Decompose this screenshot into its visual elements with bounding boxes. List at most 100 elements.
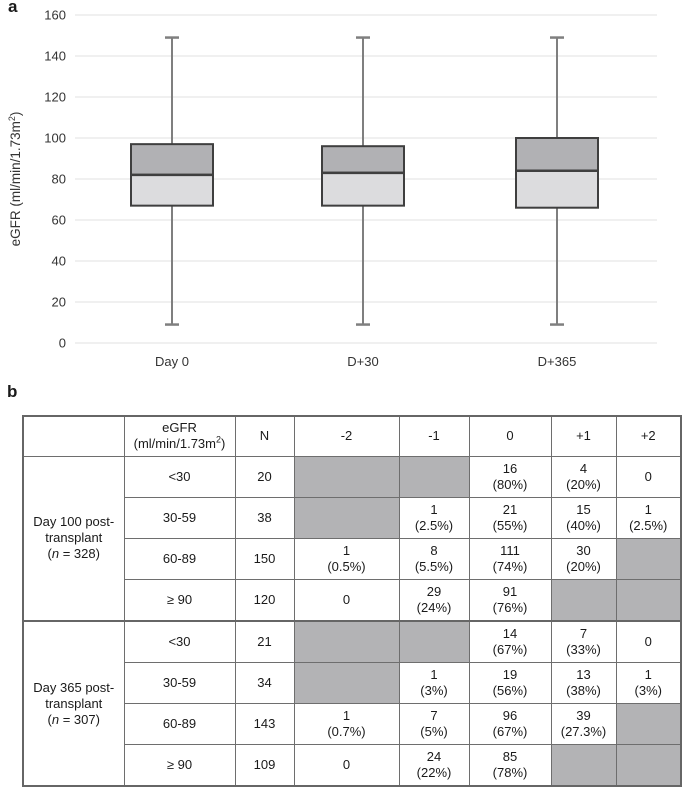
cell-line: (2.5%) xyxy=(629,517,668,533)
n-count-cell: 109 xyxy=(234,744,295,787)
n-count-cell: 21 xyxy=(234,619,295,663)
value-cell: 1 (0.7%) xyxy=(293,702,400,746)
group-label-line1: Day 365 post- xyxy=(33,679,115,695)
egfr-category-cell: ≥ 90 xyxy=(123,579,236,622)
box-upper-quartile xyxy=(321,145,405,174)
table-row: Day 365 post-transplant (n = 307) <30 21 14(… xyxy=(22,619,682,787)
y-axis-label: eGFR (ml/min/1.73m2) xyxy=(7,112,23,247)
table-row: ≥ 90 109 0 24 (22%) 85 (78%) xyxy=(23,744,682,787)
value-cell: 0 xyxy=(615,619,682,663)
group-label-line2: transplant xyxy=(45,695,103,711)
header-egfr-line2-pre: (ml/min/1.73m xyxy=(133,436,216,452)
y-tick-label: 20 xyxy=(52,295,66,310)
cell-line: (3%) xyxy=(420,682,448,698)
group-n-pre: ( xyxy=(47,711,52,727)
box-upper-quartile xyxy=(130,143,214,176)
shaded-cell xyxy=(550,744,617,787)
n-count-cell: 20 xyxy=(234,455,295,498)
value-cell: 13 (38%) xyxy=(550,661,617,705)
header-cell-shift: 0 xyxy=(468,415,552,457)
shaded-cell xyxy=(550,579,617,622)
value-cell: 16 (80%) xyxy=(468,455,552,498)
shaded-cell xyxy=(293,455,400,498)
n-count-cell: 34 xyxy=(234,661,295,705)
cell-line: (24%) xyxy=(416,600,452,616)
cell-line: 7 xyxy=(430,708,438,724)
cell-line: 24 xyxy=(426,749,442,765)
cell-line: (78%) xyxy=(492,765,528,781)
shaded-cell xyxy=(293,619,400,663)
box-upper-quartile xyxy=(515,137,599,172)
cell-line: (55%) xyxy=(492,517,528,533)
y-tick-label: 80 xyxy=(52,172,66,187)
group-label-n-line: (n = 328) xyxy=(25,546,123,562)
value-cell: 85 (78%) xyxy=(468,744,552,787)
group-n-post: = 307) xyxy=(59,711,100,727)
value-cell: 8 (5.5%) xyxy=(398,537,470,581)
shaded-cell xyxy=(615,702,682,746)
group-label-cell: Day 100 post-transplant (n = 328) xyxy=(22,455,125,622)
cell-line: 16 xyxy=(502,460,518,476)
category-label: Day 0 xyxy=(155,354,189,369)
cell-line: 85 xyxy=(502,749,518,765)
y-tick-label: 60 xyxy=(52,213,66,228)
cell-line: 91 xyxy=(502,584,518,600)
group-n-italic: n xyxy=(51,546,60,562)
value-cell: 29 (24%) xyxy=(398,579,470,622)
header-cell-shift: -2 xyxy=(293,415,400,457)
header-cell-shift: +1 xyxy=(550,415,617,457)
cell-line: (74%) xyxy=(492,559,528,575)
box-lower-quartile xyxy=(130,173,214,207)
shaded-cell xyxy=(615,744,682,787)
cell-line: (80%) xyxy=(492,476,528,492)
egfr-category-cell: 30-59 xyxy=(123,661,236,705)
value-cell: 1 (0.5%) xyxy=(293,537,400,581)
table-row: 30-59 38 1 (2.5%) 21 (55%) 15 (40%) 1 (2.5%) xyxy=(23,496,682,540)
cell-line: 1 xyxy=(644,501,652,517)
value-cell: 21 (55%) xyxy=(468,496,552,540)
cell-line: 7 xyxy=(579,625,588,641)
group-label-line2: transplant xyxy=(45,530,103,546)
value-cell: 7 (5%) xyxy=(398,702,470,746)
cell-line: 15 xyxy=(576,501,591,517)
cell-line: 29 xyxy=(426,584,442,600)
cell-line: 1 xyxy=(342,543,351,559)
egfr-category-cell: <30 xyxy=(123,619,236,663)
group-label-cell: Day 365 post-transplant (n = 307) xyxy=(22,620,125,787)
panel-a-label: a xyxy=(8,0,18,16)
egfr-category-cell: 30-59 xyxy=(123,496,236,540)
shaded-cell xyxy=(615,579,682,622)
panel-b-label: b xyxy=(7,382,18,401)
cell-line: (56%) xyxy=(492,682,528,698)
y-tick-label: 0 xyxy=(59,336,66,351)
n-count-cell: 143 xyxy=(234,702,295,746)
cell-line: (40%) xyxy=(566,517,601,533)
value-cell: 19 (56%) xyxy=(468,661,552,705)
cell-line: 1 xyxy=(342,708,351,724)
egfr-category-cell: 60-89 xyxy=(123,537,236,581)
table-header: eGFR (ml/min/1.73m2) N -2 -1 0 +1 +2 xyxy=(22,415,682,457)
cell-line: (67%) xyxy=(492,641,528,657)
cell-line: (33%) xyxy=(566,641,601,657)
table-body: Day 100 post-transplant (n = 328) <30 20 16(… xyxy=(22,455,682,787)
value-cell: 7 (33%) xyxy=(550,619,617,663)
cell-line: 0 xyxy=(644,633,652,649)
n-count-cell: 38 xyxy=(234,496,295,540)
header-egfr-line2-sup: 2 xyxy=(216,434,222,445)
cell-line: 1 xyxy=(644,666,652,682)
header-cell-n: N xyxy=(234,415,295,457)
cell-line: 30 xyxy=(576,543,591,559)
group-label-n-line: (n = 307) xyxy=(25,712,123,728)
value-cell: 91 (76%) xyxy=(468,579,552,622)
value-cell: 111 (74%) xyxy=(468,537,552,581)
cell-line: (5.5%) xyxy=(414,559,454,575)
egfr-transition-table: eGFR (ml/min/1.73m2) N -2 -1 0 +1 +2 Day 100 pos… xyxy=(22,415,682,787)
group-n-post: = 328) xyxy=(59,546,100,562)
y-tick-label: 160 xyxy=(44,8,66,23)
y-tick-label: 140 xyxy=(44,49,66,64)
header-cell-egfr: eGFR (ml/min/1.73m2) xyxy=(123,415,236,457)
cell-line: (3%) xyxy=(634,682,662,698)
y-tick-label: 120 xyxy=(44,90,66,105)
cell-line: (20%) xyxy=(566,559,601,575)
cell-line: 13 xyxy=(576,666,591,682)
